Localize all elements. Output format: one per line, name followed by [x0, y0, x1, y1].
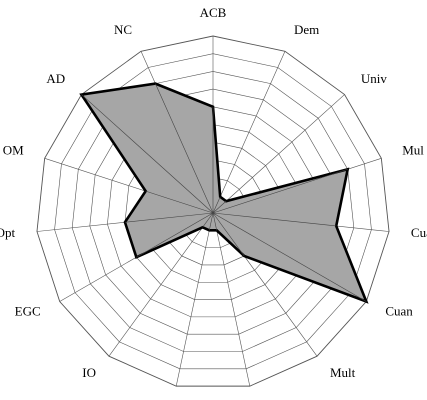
series-spoke-io [202, 212, 214, 228]
axis-label-io: IO [82, 365, 96, 380]
axis-label-mul: Mul [402, 142, 424, 157]
series-spoke-opt [124, 212, 214, 223]
grid-ring [71, 71, 355, 352]
series-spoke-cuan [212, 212, 367, 302]
series-spoke-mul [212, 168, 348, 214]
series-spoke-egc [136, 212, 214, 258]
axis-label-mult: Mult [330, 365, 356, 380]
series-spoke-dem [212, 196, 221, 214]
spoke-io [108, 212, 214, 357]
grid-ring [89, 88, 337, 335]
axis-label-egc: EGC [15, 303, 41, 318]
grid-ring [36, 35, 390, 387]
series-spoke-ee [212, 212, 217, 231]
axis-label-univ: Univ [361, 71, 388, 86]
spoke-ee [212, 212, 251, 387]
radar-grid [36, 35, 390, 387]
spoke-univ [212, 94, 345, 214]
axis-label-ad: AD [46, 71, 65, 86]
spoke-dem [212, 51, 286, 214]
series-spoke-om [145, 190, 214, 214]
series-spoke-cual [212, 212, 337, 227]
axis-label-gis: GIS [151, 399, 172, 400]
axis-label-nc: NC [114, 22, 132, 37]
series-spoke-gis [209, 212, 214, 231]
series-polygon [79, 82, 369, 304]
grid-ring [107, 106, 319, 318]
axis-label-dem: Dem [294, 22, 319, 37]
axis-label-cual: Cual [411, 225, 427, 240]
axis-label-opt: Opt [0, 225, 15, 240]
spoke-gis [175, 212, 214, 387]
axis-label-acb: ACB [200, 5, 227, 20]
radar-series [79, 82, 369, 304]
series-spoke-ad [81, 94, 214, 214]
series-spoke-mult [212, 212, 245, 257]
axis-label-om: OM [3, 142, 24, 157]
axis-labels: ACB Dem Univ Mul Cual Cuan Mult EE GIS IO EGC Opt OM… [0, 5, 427, 400]
series-spoke-nc [155, 83, 214, 214]
axis-label-cuan: Cuan [385, 303, 413, 318]
grid-ring [54, 53, 372, 370]
series-spoke-univ [212, 200, 227, 214]
axis-label-ee: EE [254, 399, 270, 400]
